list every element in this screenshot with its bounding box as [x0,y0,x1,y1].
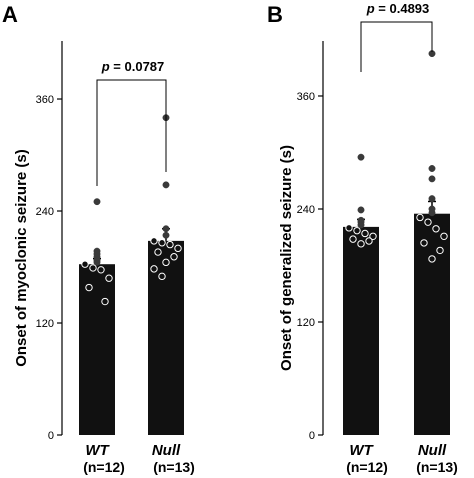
data-point [150,237,158,245]
category-label-null-a: Null [152,442,181,459]
data-point [428,165,436,172]
data-point [361,229,369,238]
significance-bracket-b: p = 0.4893 [360,1,433,72]
data-point [158,272,166,281]
data-point [158,239,166,247]
n-label-wt-a: (n=12) [83,459,125,475]
panel-b: B Onset of generalized seizure (s) 0 120 2… [267,1,458,475]
y-tick-label: 240 [36,206,54,218]
category-label-null-b: Null [418,442,447,459]
data-point [162,225,170,233]
data-point [162,231,170,239]
n-label-null-b: (n=13) [416,459,458,475]
bar-wt [343,226,379,435]
data-point [365,237,373,245]
data-point [424,218,432,226]
p-value-label-b: p = 0.4893 [366,1,430,16]
data-point [353,226,361,235]
n-label-wt-b: (n=12) [346,459,388,475]
data-point [101,297,109,306]
panel-letter-b: B [267,2,283,27]
data-point [416,213,424,222]
data-point [428,175,436,183]
significance-bracket-a: p = 0.0787 [96,59,167,186]
data-point [174,244,182,253]
panel-a: A Onset of myoclonic seizure (s) 0 120 240… [2,2,195,475]
y-tick-label: 120 [36,318,54,330]
y-tick-label: 0 [309,430,315,442]
data-point [93,198,101,206]
y-tick-label: 0 [48,430,54,442]
category-label-wt-b: WT [349,442,374,459]
data-point [428,255,436,263]
data-point [357,153,365,161]
data-point [89,264,97,272]
bars-b [343,213,450,435]
data-point [428,209,436,217]
panel-letter-a: A [2,2,18,27]
data-point [369,232,377,241]
y-axis-label-b: Onset of generalized seizure (s) [278,145,295,371]
data-point [162,181,170,189]
data-point [432,225,440,233]
data-point [436,246,444,255]
data-point [420,239,428,247]
bracket-line-a [96,79,167,186]
y-tick-label: 240 [297,204,315,216]
data-point [170,253,178,261]
y-axis-label-a: Onset of myoclonic seizure (s) [13,149,30,367]
data-point [85,283,93,292]
data-point [166,240,174,249]
bars-a [79,240,184,435]
y-ticks-b: 0 120 240 360 [297,91,323,442]
data-point [440,232,448,241]
data-point [97,266,105,274]
y-tick-label: 360 [297,91,315,103]
p-value-label-a: p = 0.0787 [101,59,165,74]
bar-wt [79,264,115,435]
data-point [162,258,170,267]
y-tick-label: 120 [297,317,315,329]
data-point [105,274,113,282]
data-points-b [345,50,448,263]
category-label-wt-a: WT [85,442,110,459]
data-point [345,224,353,232]
bar-null [414,213,450,435]
data-points-a [81,114,182,306]
bar-null [148,240,184,435]
data-point [81,260,89,268]
data-point [357,221,365,229]
n-label-null-a: (n=13) [153,459,195,475]
data-point [154,248,162,256]
data-point [349,235,357,243]
y-tick-label: 360 [36,94,54,106]
data-point [93,258,101,266]
data-point [150,265,158,273]
data-point [428,195,436,203]
y-ticks-a: 0 120 240 360 [36,94,62,442]
data-point [357,206,365,214]
bracket-line-b [360,21,433,72]
data-point [357,240,365,248]
